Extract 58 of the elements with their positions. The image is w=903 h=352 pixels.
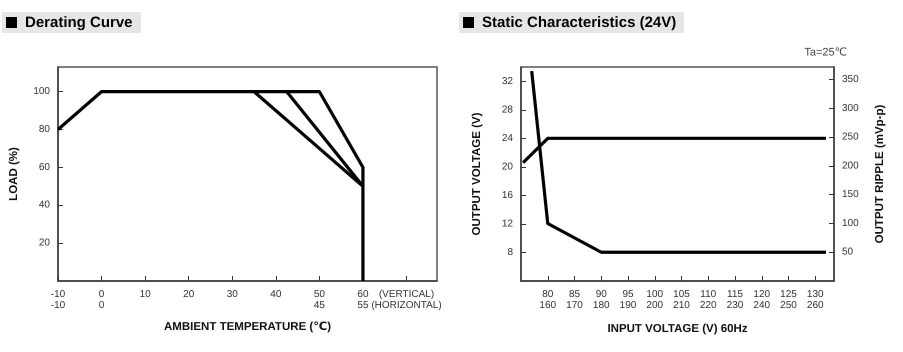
- y2-tick-label: 250: [842, 132, 860, 143]
- x2-tick-label: 210: [673, 300, 690, 311]
- x-tick-label: 20: [183, 289, 195, 300]
- x2-tick-label: 230: [726, 300, 744, 311]
- y2-tick-label: 50: [842, 246, 854, 258]
- x-tick-label: -10 -10: [50, 289, 66, 311]
- x-tick-label: 90: [596, 289, 608, 300]
- y2-axis-title: OUTPUT RIPPLE (mVp-p): [874, 104, 886, 244]
- x2-tick-label: 200: [646, 300, 664, 311]
- x2-tick-label: 170: [566, 300, 584, 311]
- y-tick-label: 20: [502, 161, 514, 172]
- x-tick-label: 125: [780, 289, 798, 300]
- y2-tick-label: 100: [842, 218, 860, 229]
- x2-tick-label: 160: [539, 300, 557, 311]
- y2-tick-label: 150: [842, 189, 860, 200]
- y-tick-label: 80: [38, 124, 50, 135]
- x-tick-label: 130: [806, 289, 824, 300]
- x-tick-label: 115: [727, 289, 744, 300]
- x-tick-label: 80: [542, 289, 554, 300]
- x-tick-label: 40: [270, 289, 282, 300]
- y2-tick-label: 350: [842, 74, 860, 86]
- x-tick-label: 60 55: [357, 289, 369, 311]
- x-tick-label: 50 45: [314, 289, 326, 311]
- x-tick-label: 85: [568, 289, 581, 300]
- x-tick-label: 120: [753, 289, 771, 300]
- y-tick-label: 24: [502, 132, 514, 144]
- y-tick-label: 8: [507, 246, 514, 258]
- y-axis-title: LOAD (%): [8, 147, 20, 201]
- x-tick-label: 110: [700, 289, 717, 300]
- x2-tick-label: 250: [780, 300, 798, 311]
- x2-tick-label: 190: [620, 300, 637, 311]
- x2-tick-label: 220: [700, 300, 718, 311]
- x-tick-label: 105: [673, 289, 690, 300]
- x-axis-title: INPUT VOLTAGE (V) 60Hz: [607, 323, 748, 335]
- y2-tick-label: 300: [842, 102, 860, 114]
- y-axis-title: OUTPUT VOLTAGE (V): [471, 112, 483, 236]
- y-tick-label: 60: [38, 162, 50, 173]
- x-tick-label: 10: [140, 289, 152, 300]
- y2-tick-label: 200: [842, 160, 860, 172]
- x2-tick-label: 260: [806, 300, 824, 311]
- y-tick-label: 40: [38, 200, 50, 211]
- x-tick-label: 100: [646, 289, 664, 300]
- y-tick-label: 32: [502, 76, 514, 87]
- y-tick-label: 28: [502, 104, 514, 116]
- y-tick-label: 20: [38, 238, 50, 249]
- y-tick-label: 12: [502, 218, 514, 230]
- text: Ta=25℃: [804, 46, 848, 58]
- chart-title: Derating Curve: [25, 14, 133, 31]
- x-tick-label: 0 0: [98, 289, 105, 311]
- x2-tick-label: 240: [753, 300, 771, 311]
- x2-tick-label: 180: [592, 300, 610, 311]
- y-tick-label: 16: [502, 190, 514, 201]
- chart-title: Static Characteristics (24V): [482, 14, 676, 31]
- x-axis-title: AMBIENT TEMPERATURE (℃): [164, 321, 332, 333]
- y-tick-label: 100: [33, 86, 50, 98]
- x-tick-label: 95: [622, 289, 634, 300]
- x-tick-label: (VERTICAL) (HORIZONTAL): [371, 289, 442, 311]
- x-tick-label: 30: [226, 289, 238, 300]
